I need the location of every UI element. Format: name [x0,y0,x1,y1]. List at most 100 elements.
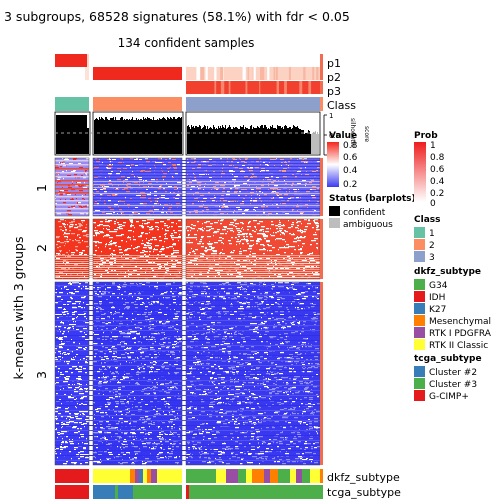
heatmap-cell [143,377,145,379]
heatmap-cell [95,227,96,229]
heatmap-cell [135,247,138,249]
heatmap-cell [251,346,254,348]
heatmap-cell [292,369,293,371]
heatmap-cell [126,306,130,308]
heatmap-cell [121,332,125,334]
silhouette-bar [133,120,134,154]
heatmap-cell [174,336,177,338]
heatmap-cell [235,393,238,395]
heatmap-cell [118,162,122,164]
heatmap-cell [123,182,124,184]
silhouette-bar [210,127,211,154]
heatmap-cell [83,358,85,360]
heatmap-cell [164,223,166,225]
silhouette-bar [268,128,269,154]
heatmap-cell [312,189,315,191]
heatmap-cell [134,182,138,184]
silhouette-bar [267,129,268,154]
heatmap-cell [191,228,195,230]
heatmap-cell [231,394,234,396]
heatmap-cell [240,171,243,173]
silhouette-bar [147,117,148,154]
heatmap-cell [55,256,56,258]
heatmap-cell [56,302,57,304]
heatmap-cell [70,224,74,226]
heatmap-cell [138,293,141,295]
heatmap-cell [106,299,108,301]
heatmap-cell [68,331,69,333]
heatmap-cell [255,316,256,318]
heatmap-cell [154,195,157,197]
heatmap-cell [108,322,111,324]
heatmap-cell [186,452,187,454]
heatmap-cell [300,294,301,296]
heatmap-cell [62,433,64,435]
heatmap-cell [300,229,301,231]
heatmap-cell [96,233,100,235]
silhouette-bar [126,119,127,154]
heatmap-cell [114,328,116,330]
heatmap-cell [261,168,265,170]
heatmap-cell [145,458,149,460]
heatmap-cell [138,236,142,238]
heatmap-cell [63,314,66,316]
heatmap-cell [157,408,161,410]
heatmap-cell [94,291,97,293]
heatmap-cell [73,328,74,330]
heatmap-cell [209,381,210,383]
heatmap-cell [164,225,168,227]
heatmap-cell [178,240,179,242]
silhouette-bar [229,125,230,154]
heatmap-cell [100,232,104,234]
heatmap-cell [72,319,74,321]
heatmap-cell [130,352,134,354]
heatmap-cell [218,454,222,456]
heatmap-cell [117,213,118,215]
heatmap-cell [73,426,77,428]
heatmap-cell [227,158,228,160]
heatmap-cell [109,176,110,178]
heatmap-cell [158,227,159,229]
heatmap-cell [64,287,65,289]
heatmap-cell [131,362,132,364]
heatmap-cell [148,186,149,188]
heatmap-cell [276,213,278,215]
heatmap-cell [93,332,94,334]
heatmap-cell [71,298,73,300]
heatmap-cell [161,293,164,295]
heatmap-cell [192,417,195,419]
heatmap-cell [230,230,233,232]
heatmap-cell [215,387,218,389]
heatmap-cell [157,229,159,231]
heatmap-cell [78,202,81,204]
heatmap-cell [229,240,231,242]
heatmap-cell [191,457,193,459]
heatmap-cell [131,224,132,226]
heatmap-cell [316,431,317,433]
heatmap-cell [130,432,132,434]
heatmap-cell [274,461,276,463]
heatmap-cell [174,341,177,343]
heatmap-cell [296,237,298,239]
heatmap-cell [154,357,157,359]
heatmap-cell [71,293,75,295]
heatmap-cell [151,362,153,364]
heatmap-cell [302,411,303,413]
silhouette-bar [301,130,302,154]
heatmap-cell [286,392,287,394]
heatmap-cell [168,446,169,448]
heatmap-cell [83,423,87,425]
heatmap-cell [298,189,299,191]
heatmap-cell [239,253,242,255]
heatmap-cell [223,336,226,338]
heatmap-cell [59,250,62,252]
heatmap-cell [191,367,192,369]
silhouette-bar [108,120,109,154]
heatmap-cell [106,260,109,262]
heatmap-cell [305,183,307,185]
silhouette-bar [167,117,168,154]
heatmap-cell [223,188,225,190]
heatmap-cell [258,443,259,445]
heatmap-cell [176,388,178,390]
heatmap-cell [140,192,143,194]
